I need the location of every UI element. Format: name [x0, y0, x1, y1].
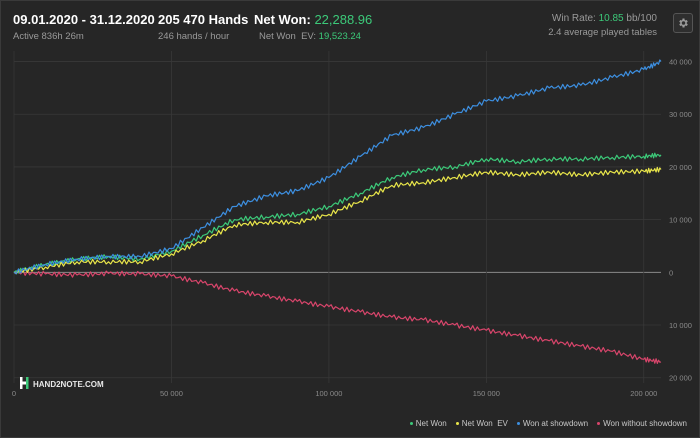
legend: Net Won Net Won EV Won at showdown Won w… [409, 419, 687, 428]
legend-marker [455, 422, 459, 425]
x-tick-label: 150 000 [473, 389, 500, 398]
net-won-block: Net Won: 22,288.96 Net Won EV: 19,523.24 [254, 12, 372, 43]
gear-icon [679, 18, 688, 28]
legend-label: Won without showdown [603, 419, 687, 428]
x-tick-label: 100 000 [315, 389, 342, 398]
legend-label: Net Won [415, 419, 447, 428]
net-won-value: 22,288.96 [314, 12, 373, 27]
axis-labels: 40 000 30 000 20 000 10 000 0 10 000 20 000 0 50… [12, 58, 692, 398]
hands-count: 205 470 Hands [158, 12, 249, 27]
legend-label: Net Won EV [461, 419, 508, 428]
series-line-won-at-showdown [13, 59, 662, 275]
win-rate-value: 10.85 [598, 13, 624, 24]
series-line-net-won [13, 152, 662, 274]
series-line-net-won-ev [13, 166, 662, 275]
y-tick-label: 40 000 [669, 58, 692, 67]
y-tick-label: 10 000 [669, 216, 692, 225]
average-tables: 2.4 average played tables [548, 27, 657, 38]
series-lines [13, 59, 662, 364]
y-tick-label: 20 000 [669, 374, 692, 383]
legend-net-won[interactable]: Net Won [409, 419, 447, 428]
x-tick-label: 50 000 [160, 389, 183, 398]
legend-won-at-showdown[interactable]: Won at showdown [516, 419, 589, 428]
y-tick-label: 30 000 [669, 110, 692, 119]
legend-marker [409, 422, 413, 425]
settings-button[interactable] [673, 13, 693, 33]
legend-marker [516, 422, 520, 425]
legend-won-without-showdown[interactable]: Won without showdown [597, 419, 687, 428]
date-range-block: 09.01.2020 - 31.12.2020 Active 836h 26m [13, 12, 155, 43]
x-tick-label: 0 [12, 389, 16, 398]
grid [13, 51, 661, 383]
series-line-won-without-showdown [13, 270, 662, 364]
legend-net-won-ev[interactable]: Net Won EV [455, 419, 508, 428]
legend-label: Won at showdown [522, 419, 589, 428]
results-graph: 40 000 30 000 20 000 10 000 0 10 000 20 000 0 50… [12, 51, 692, 398]
hand2note-logo: HAND2NOTE.COM [20, 377, 104, 389]
date-range: 09.01.2020 - 31.12.2020 [13, 12, 155, 27]
logo-text: HAND2NOTE.COM [33, 380, 104, 389]
chart-area: 40 000 30 000 20 000 10 000 0 10 000 20 000 0 50… [11, 45, 696, 407]
win-rate-block: Win Rate: 10.85 bb/100 2.4 average playe… [548, 12, 657, 39]
y-tick-label: 10 000 [669, 321, 692, 330]
hands-block: 205 470 Hands 246 hands / hour [158, 12, 248, 43]
win-rate-label: Win Rate: [551, 13, 596, 24]
hands-per-hour: 246 hands / hour [158, 31, 230, 42]
net-won-ev-value: 19,523.24 [318, 31, 361, 42]
logo-icon [20, 377, 29, 389]
net-won-label: Net Won: [254, 12, 311, 27]
net-won-ev-label: Net Won EV: [259, 31, 317, 42]
legend-marker [597, 422, 601, 425]
y-tick-label: 20 000 [669, 163, 692, 172]
x-tick-label: 200 000 [630, 389, 657, 398]
y-tick-label: 0 [669, 268, 673, 277]
active-time: Active 836h 26m [13, 31, 84, 42]
win-rate-unit: bb/100 [626, 13, 657, 24]
